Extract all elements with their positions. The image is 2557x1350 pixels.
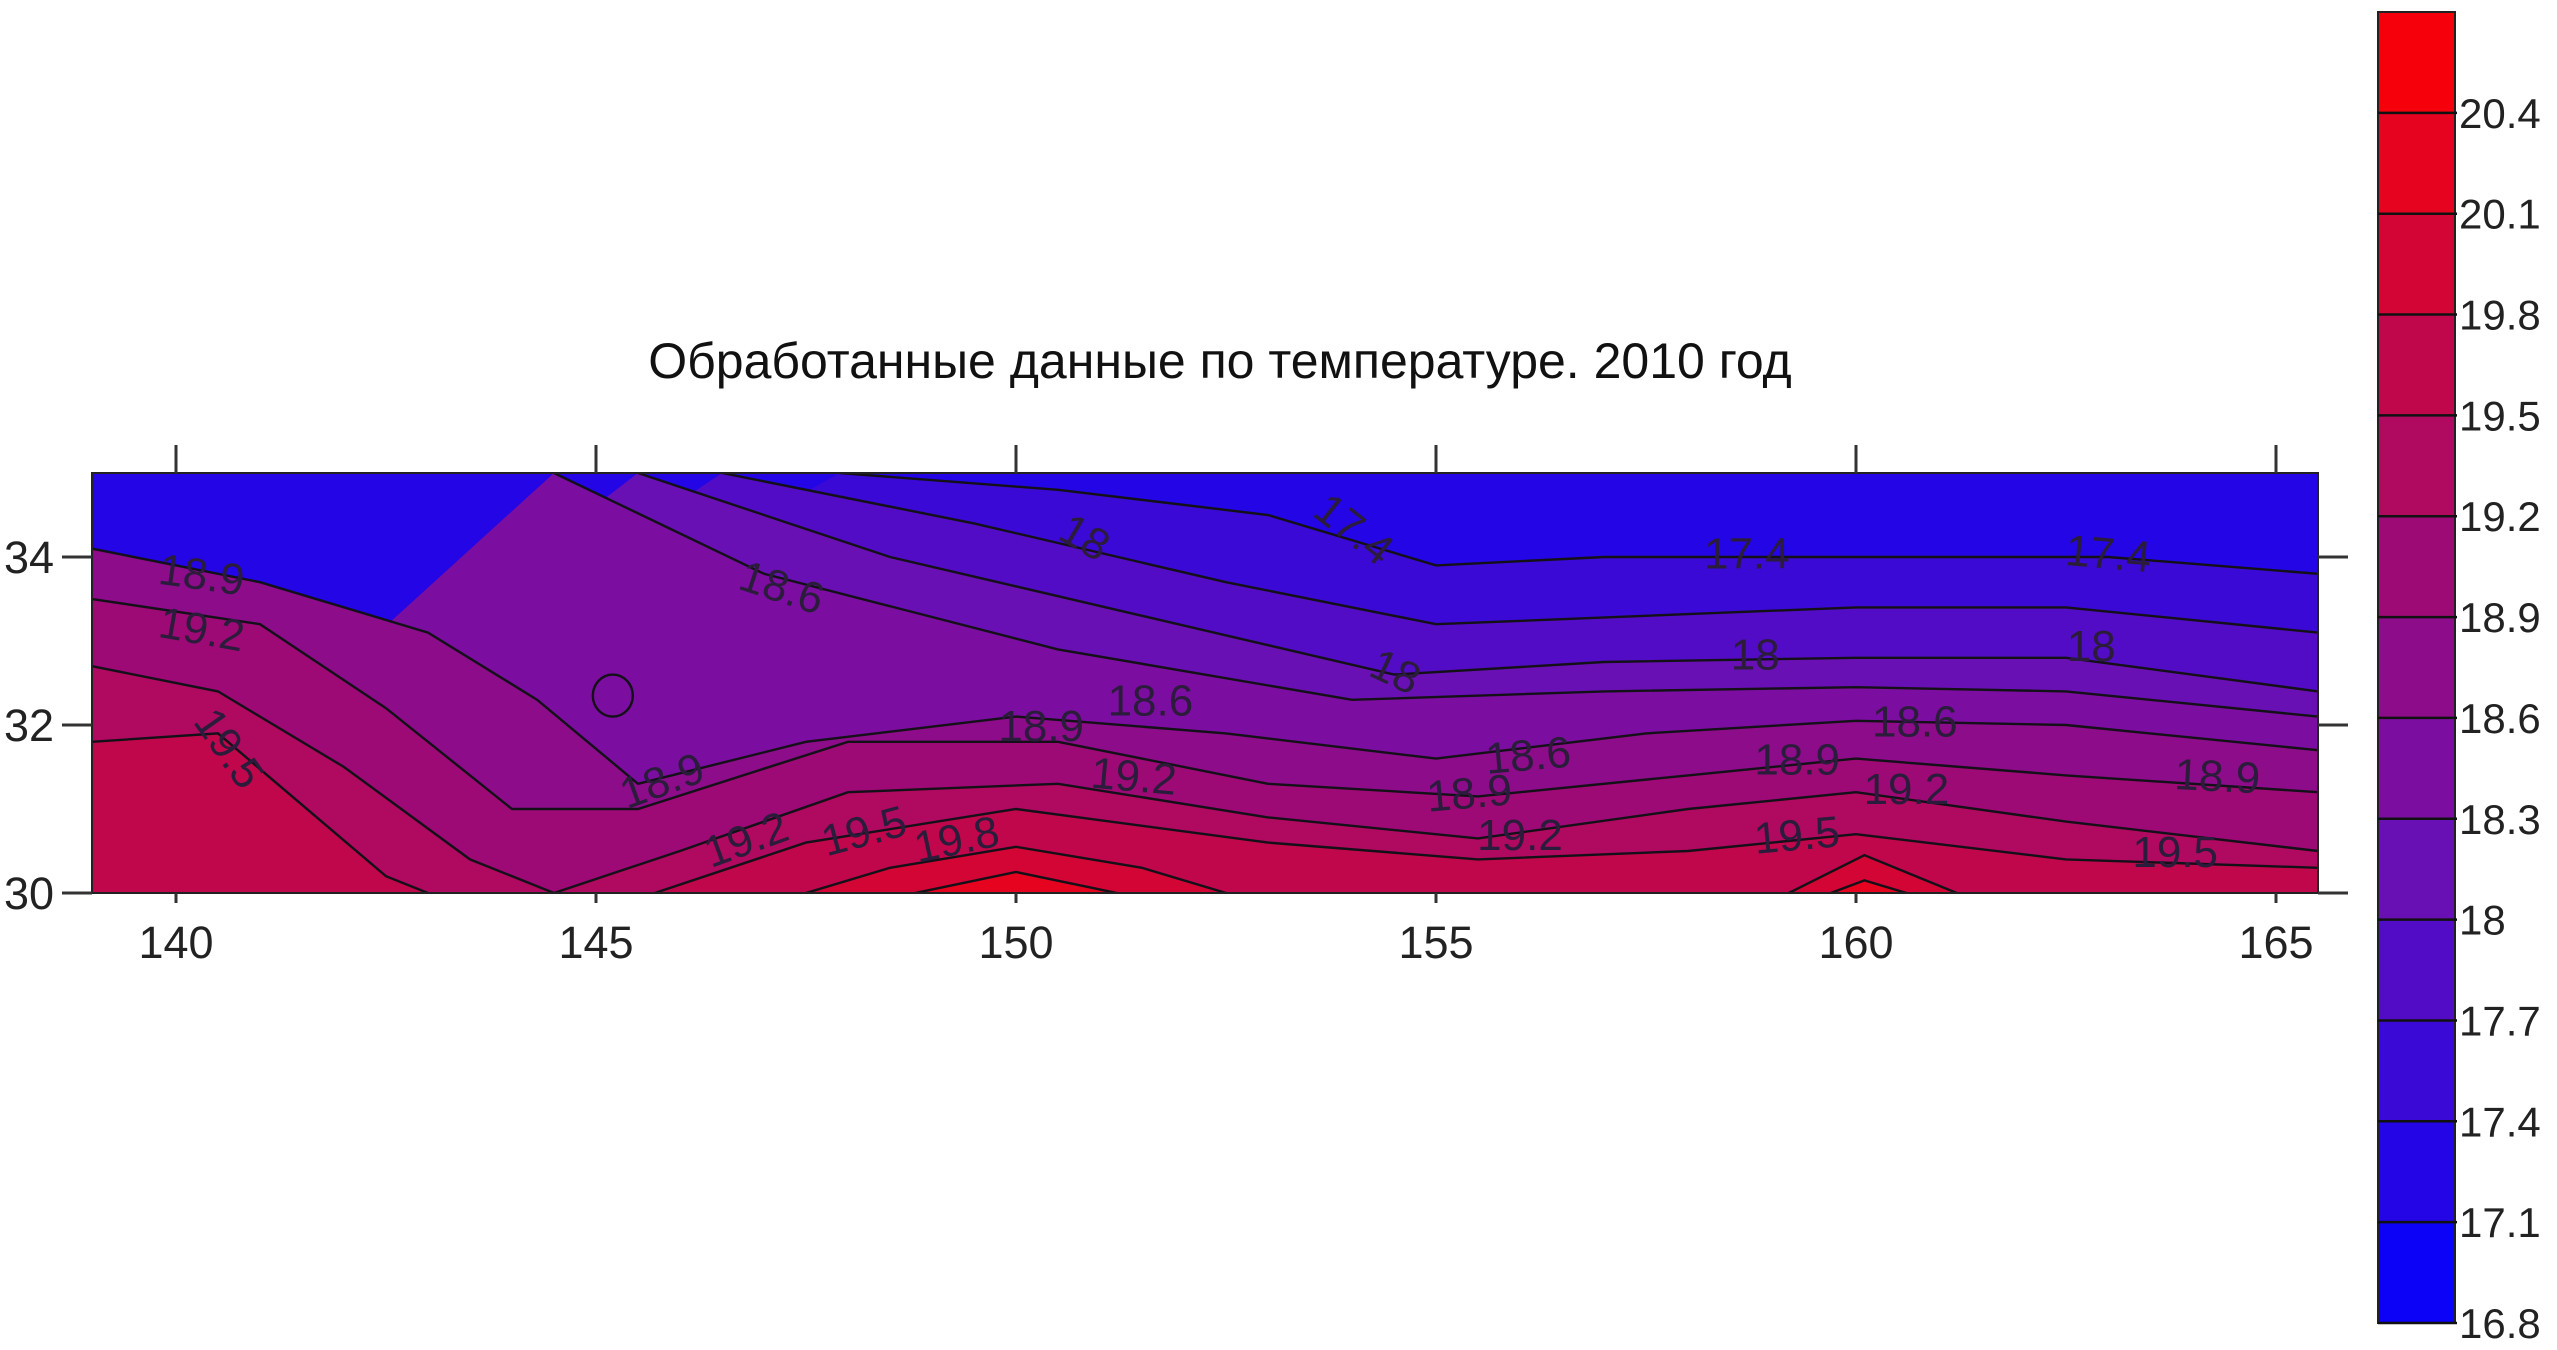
contour-label: 18.9 bbox=[2173, 750, 2261, 803]
x-tick-label: 160 bbox=[1818, 917, 1893, 968]
colorbar-band bbox=[2378, 415, 2455, 517]
colorbar-tick-label: 19.2 bbox=[2459, 493, 2541, 540]
contour-line bbox=[654, 807, 2318, 893]
contour-label: 18.9 bbox=[1754, 735, 1840, 784]
contour-band bbox=[1788, 855, 1957, 893]
x-tick-label: 155 bbox=[1398, 917, 1473, 968]
contour-line bbox=[92, 665, 2318, 893]
contour-closed-loop bbox=[591, 673, 634, 718]
contour-label: 19.2 bbox=[1089, 749, 1179, 805]
y-tick-label: 30 bbox=[4, 868, 54, 919]
contour-label: 19.2 bbox=[1477, 811, 1563, 860]
contour-label: 18.9 bbox=[1425, 765, 1515, 821]
colorbar-tick-label: 20.1 bbox=[2459, 191, 2541, 238]
contour-line bbox=[92, 597, 2318, 811]
y-tick-label: 32 bbox=[4, 700, 54, 751]
contour-line bbox=[92, 547, 2318, 786]
colorbar-tick-label: 19.5 bbox=[2459, 392, 2541, 439]
contour-label: 18 bbox=[1731, 630, 1780, 679]
contour-label: 18.6 bbox=[1108, 677, 1194, 726]
contour-label: 17.4 bbox=[2063, 526, 2153, 582]
contour-band bbox=[92, 733, 428, 893]
contour-line bbox=[637, 473, 2318, 693]
y-tick-label: 34 bbox=[4, 532, 54, 583]
contour-label: 18.9 bbox=[156, 545, 248, 605]
x-tick-label: 140 bbox=[138, 917, 213, 968]
colorbar: 16.8 17.1 17.4 17.7 18 18.3 18.6 18.9 19.2 19.5 19… bbox=[2377, 11, 2541, 1347]
colorbar-band bbox=[2378, 213, 2455, 315]
colorbar-band bbox=[2378, 717, 2455, 819]
colorbar-tick-label: 18 bbox=[2459, 897, 2506, 944]
contour-band bbox=[806, 846, 1226, 893]
colorbar-tick-label: 18.9 bbox=[2459, 594, 2541, 641]
contour-line bbox=[839, 473, 2318, 575]
contour-line bbox=[805, 845, 1227, 893]
colorbar-tick-label: 16.8 bbox=[2459, 1300, 2541, 1347]
contour-label: 18.6 bbox=[1483, 728, 1573, 784]
x-tick-label: 150 bbox=[978, 917, 1053, 968]
colorbar-band bbox=[2378, 516, 2455, 618]
contour-line bbox=[92, 732, 429, 893]
colorbar-tick-label: 17.7 bbox=[2459, 997, 2541, 1044]
contour-label: 19.2 bbox=[1864, 765, 1950, 814]
contour-label: 18.9 bbox=[998, 702, 1084, 751]
colorbar-band bbox=[2378, 1020, 2455, 1122]
axes: 140 145 150 155 160 165 30 32 34 bbox=[4, 445, 2348, 968]
colorbar-tick-label: 18.3 bbox=[2459, 796, 2541, 843]
contour-lines-layer bbox=[92, 473, 2318, 893]
contour-line bbox=[721, 473, 2318, 634]
contour-line bbox=[1788, 853, 1958, 893]
contour-label: 17.4 bbox=[1704, 530, 1790, 579]
colorbar-tick-label: 17.1 bbox=[2459, 1199, 2541, 1246]
colorbar-tick-label: 17.4 bbox=[2459, 1098, 2541, 1145]
contour-label: 19.5 bbox=[1752, 807, 1842, 863]
contour-band bbox=[92, 666, 2318, 893]
colorbar-tick-label: 19.8 bbox=[2459, 292, 2541, 339]
colorbar-band bbox=[2378, 919, 2455, 1021]
contour-fill-layer bbox=[92, 473, 2318, 893]
colorbar-tick-label: 20.4 bbox=[2459, 90, 2541, 137]
contour-band bbox=[1830, 880, 1907, 893]
colorbar-band bbox=[2378, 314, 2455, 416]
contour-label: 18 bbox=[2067, 622, 2116, 671]
chart-title: Обработанные данные по температуре. 2010… bbox=[648, 333, 1791, 389]
plot-frame bbox=[91, 472, 2319, 894]
colorbar-band bbox=[2378, 818, 2455, 920]
contour-band bbox=[915, 872, 1117, 893]
colorbar-band bbox=[2378, 112, 2455, 214]
colorbar-band bbox=[2378, 617, 2455, 718]
contour-line bbox=[914, 870, 1118, 893]
x-tick-label: 165 bbox=[2238, 917, 2313, 968]
contour-line bbox=[1830, 879, 1907, 893]
contour-line bbox=[553, 473, 2318, 718]
colorbar-band bbox=[2378, 12, 2455, 113]
x-tick-label: 145 bbox=[558, 917, 633, 968]
colorbar-band bbox=[2378, 1121, 2455, 1223]
colorbar-band bbox=[2378, 1222, 2455, 1323]
contour-label: 18.6 bbox=[1872, 698, 1958, 747]
colorbar-tick-label: 18.6 bbox=[2459, 695, 2541, 742]
contour-label: 19.5 bbox=[2132, 828, 2218, 877]
